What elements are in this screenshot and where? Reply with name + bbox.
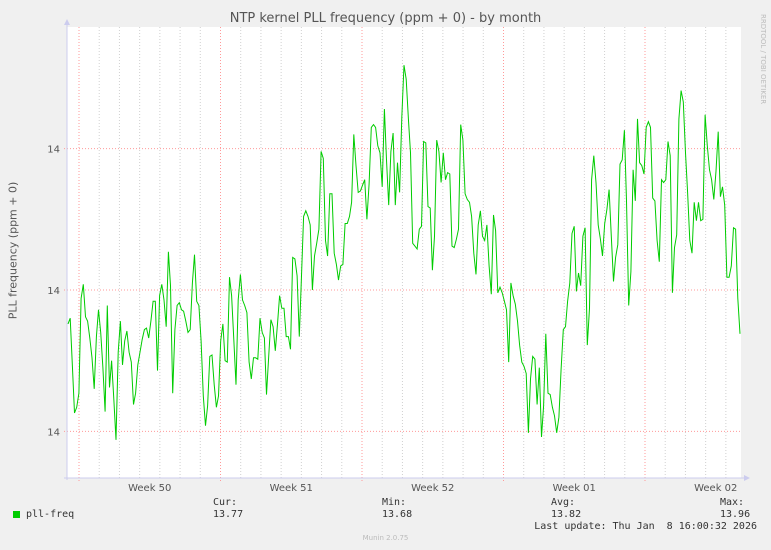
x-tick-label: Week 01 xyxy=(553,483,596,494)
y-axis-label: PLL frequency (ppm + 0) xyxy=(6,181,20,320)
x-axis-arrow-icon xyxy=(744,475,750,481)
legend-max-label: Max: xyxy=(720,497,745,508)
legend-cur-label: Cur: xyxy=(213,497,238,508)
legend-avg-value: 13.82 xyxy=(551,509,582,520)
x-tick-label: Week 50 xyxy=(128,483,171,494)
y-tick-label: 14 xyxy=(47,427,60,438)
y-tick-label: 14 xyxy=(47,286,60,297)
x-tick-label: Week 51 xyxy=(270,483,313,494)
y-ticks: 14 14 14 xyxy=(47,145,60,439)
legend-min-label: Min: xyxy=(382,497,407,508)
plot-area xyxy=(67,27,741,478)
legend-series-name: pll-freq xyxy=(26,509,75,520)
y-axis-arrow-icon xyxy=(64,19,70,25)
last-update: Last update: Thu Jan 8 16:00:32 2026 xyxy=(534,521,757,532)
x-tick-label: Week 52 xyxy=(411,483,454,494)
legend-cur-value: 13.77 xyxy=(213,509,244,520)
x-ticks: Week 50 Week 51 Week 52 Week 01 Week 02 xyxy=(128,483,737,494)
watermark: RRDTOOL / TOBI OETIKER xyxy=(759,14,767,105)
munin-version: Munin 2.0.75 xyxy=(362,534,409,542)
legend-swatch xyxy=(13,511,20,518)
y-tick-label: 14 xyxy=(47,145,60,156)
chart-title: NTP kernel PLL frequency (ppm + 0) - by … xyxy=(229,11,542,26)
x-tick-label: Week 02 xyxy=(694,483,737,494)
legend-avg-label: Avg: xyxy=(551,497,576,508)
legend-max-value: 13.96 xyxy=(720,509,751,520)
minor-grid xyxy=(98,27,727,480)
series-line-pll-freq xyxy=(67,65,741,440)
legend-min-value: 13.68 xyxy=(382,509,413,520)
